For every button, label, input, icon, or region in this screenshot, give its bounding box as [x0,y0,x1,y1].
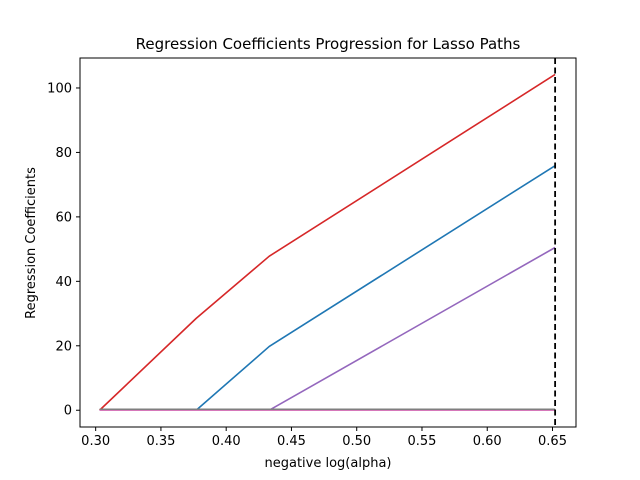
y-tick-label: 80 [55,146,72,161]
x-tick-label: 0.50 [342,434,371,449]
y-tick-label: 60 [55,210,72,225]
x-tick-label: 0.40 [212,434,241,449]
y-tick-label: 20 [55,339,72,354]
x-tick-label: 0.30 [81,434,110,449]
y-axis-ticks: 0 20 40 60 80 100 [47,81,80,419]
x-tick-label: 0.55 [408,434,437,449]
series-layer [99,73,556,412]
series-line-1 [99,73,556,411]
chart-title: Regression Coefficients Progression for … [136,35,521,53]
y-tick-label: 0 [64,404,72,419]
y-axis-label: Regression Coefficients [24,167,39,319]
y-tick-label: 100 [47,81,72,96]
plot-frame [79,57,577,428]
x-tick-label: 0.65 [538,434,567,449]
x-tick-label: 0.35 [146,434,175,449]
x-tick-label: 0.45 [277,434,306,449]
x-axis-label: negative log(alpha) [265,456,392,471]
y-tick-label: 40 [55,275,72,290]
x-axis-ticks: 0.30 0.35 0.40 0.45 0.50 0.55 0.60 0.65 [81,427,567,449]
x-tick-label: 0.60 [473,434,502,449]
